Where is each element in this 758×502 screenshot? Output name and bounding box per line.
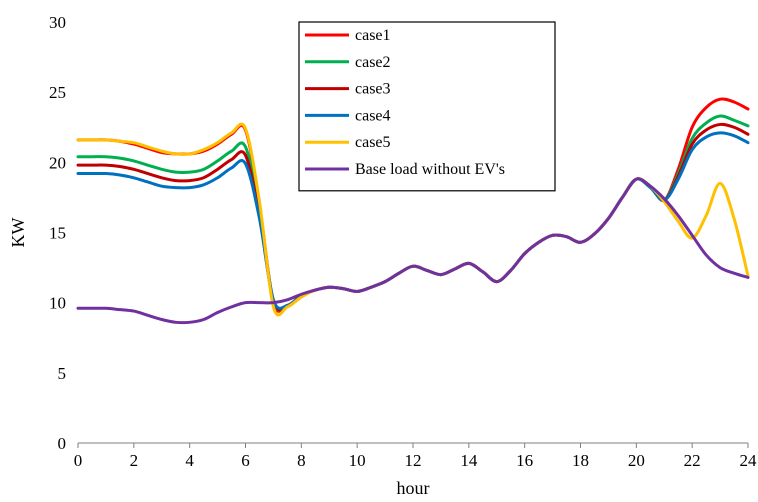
legend-label-6: Base load without EV's — [355, 161, 505, 178]
y-tick-label: 10 — [49, 294, 66, 313]
y-tick-label: 15 — [49, 224, 66, 243]
x-tick-label: 6 — [241, 451, 250, 470]
y-tick-label: 30 — [49, 13, 66, 32]
legend-label-3: case3 — [355, 81, 391, 98]
x-tick-label: 24 — [740, 451, 758, 470]
x-axis-ticks: 0 2 4 6 8 10 12 14 16 18 20 22 24 — [74, 443, 757, 470]
x-axis-title: hour — [397, 478, 430, 498]
x-tick-label: 10 — [349, 451, 366, 470]
y-tick-label: 0 — [58, 434, 67, 453]
legend-label-2: case2 — [355, 54, 391, 71]
y-tick-label: 20 — [49, 153, 66, 172]
legend: case1 case2 case3 case4 case5 Base load with… — [298, 21, 556, 192]
y-tick-label: 25 — [49, 83, 66, 102]
x-tick-label: 18 — [572, 451, 589, 470]
y-axis-ticks: 0 5 10 15 20 25 30 — [49, 13, 66, 453]
series-line-6 — [76, 177, 750, 325]
x-tick-label: 2 — [130, 451, 139, 470]
x-tick-label: 16 — [516, 451, 533, 470]
y-tick-label: 5 — [58, 364, 67, 383]
legend-label-1: case1 — [355, 27, 391, 44]
legend-label-4: case4 — [355, 107, 391, 124]
x-tick-label: 0 — [74, 451, 83, 470]
x-tick-label: 12 — [405, 451, 422, 470]
y-axis-title: KW — [8, 218, 28, 248]
series-lines — [76, 97, 750, 325]
x-tick-label: 4 — [185, 451, 194, 470]
legend-label-5: case5 — [355, 134, 391, 151]
x-tick-label: 14 — [460, 451, 478, 470]
x-tick-label: 8 — [297, 451, 306, 470]
legend-box — [298, 21, 556, 192]
legend-items: case1 case2 case3 case4 case5 Base load with… — [305, 27, 505, 178]
x-tick-label: 20 — [628, 451, 645, 470]
x-tick-label: 22 — [684, 451, 701, 470]
